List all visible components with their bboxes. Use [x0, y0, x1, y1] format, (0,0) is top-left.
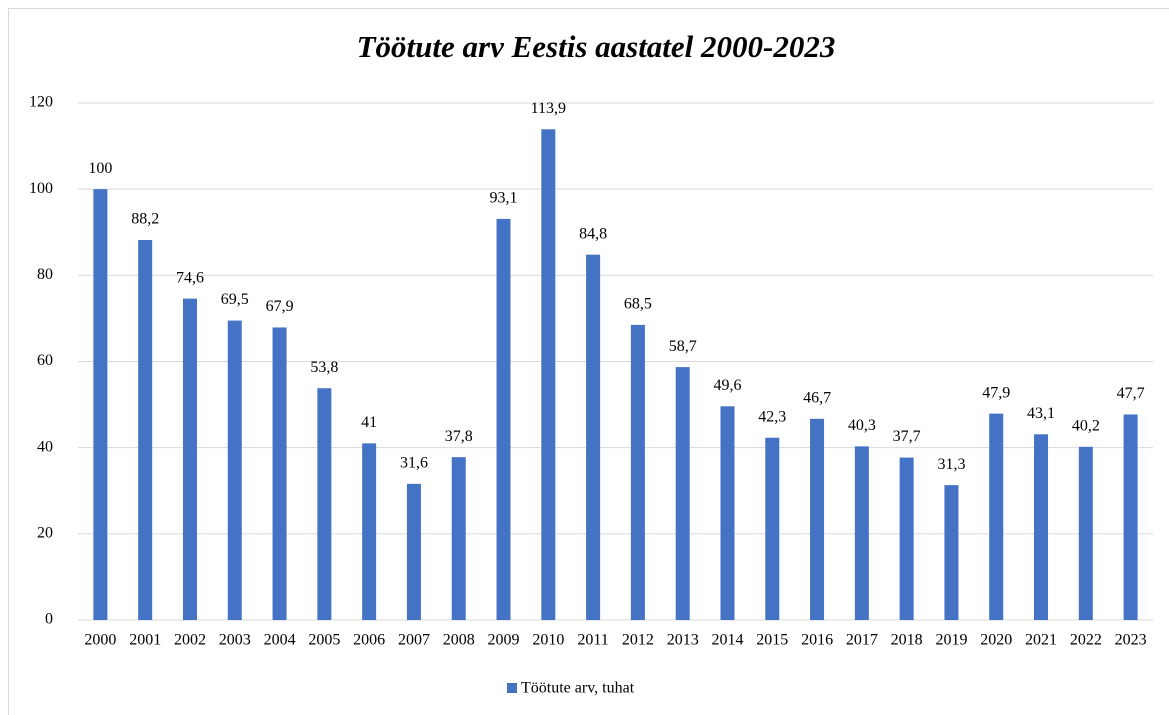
y-tick-label: 0	[45, 611, 53, 628]
bar	[138, 240, 153, 620]
data-label: 47,7	[1117, 385, 1145, 402]
data-label: 31,6	[400, 455, 428, 472]
y-tick-label: 100	[29, 180, 53, 197]
bar	[406, 483, 421, 620]
x-tick-label: 2010	[532, 632, 564, 649]
data-label: 47,9	[982, 384, 1010, 401]
bar	[182, 298, 197, 620]
x-tick-label: 2018	[891, 632, 923, 649]
x-tick-label: 2003	[219, 632, 251, 649]
x-tick-label: 2001	[129, 632, 161, 649]
data-label: 37,8	[445, 428, 473, 445]
x-tick-label: 2019	[935, 632, 967, 649]
bar	[989, 413, 1004, 620]
x-tick-label: 2017	[846, 632, 878, 649]
bar	[362, 443, 377, 620]
data-label: 84,8	[579, 225, 607, 242]
x-tick-label: 2022	[1070, 632, 1102, 649]
data-label: 31,3	[937, 456, 965, 473]
legend-label: Töötute arv, tuhat	[521, 680, 635, 697]
bar	[496, 218, 511, 620]
x-tick-label: 2000	[84, 632, 116, 649]
bar	[227, 320, 242, 620]
x-tick-label: 2016	[801, 632, 833, 649]
data-label: 93,1	[490, 190, 518, 207]
bar	[854, 446, 869, 620]
data-label: 43,1	[1027, 405, 1055, 422]
bar	[720, 406, 735, 620]
data-label: 88,2	[131, 211, 159, 228]
x-tick-label: 2015	[756, 632, 788, 649]
legend-swatch	[507, 683, 517, 693]
bar	[93, 189, 108, 620]
chart-title: Töötute arv Eestis aastatel 2000-2023	[357, 29, 836, 64]
bar	[1078, 446, 1093, 620]
data-label: 74,6	[176, 269, 204, 286]
x-tick-label: 2005	[308, 632, 340, 649]
x-tick-label: 2012	[622, 632, 654, 649]
bar	[451, 457, 466, 620]
bar	[586, 254, 601, 621]
x-tick-label: 2014	[711, 632, 743, 649]
data-label: 67,9	[266, 298, 294, 315]
x-tick-label: 2008	[443, 632, 475, 649]
bar	[899, 457, 914, 620]
data-label: 53,8	[310, 359, 338, 376]
x-tick-label: 2007	[398, 632, 430, 649]
bar	[765, 437, 780, 620]
y-tick-label: 120	[29, 94, 53, 111]
y-tick-label: 20	[37, 525, 53, 542]
data-label: 49,6	[713, 377, 741, 394]
x-tick-label: 2023	[1115, 632, 1147, 649]
bar	[317, 388, 332, 620]
x-tick-label: 2011	[577, 632, 608, 649]
y-tick-label: 40	[37, 438, 53, 455]
data-label: 40,2	[1072, 417, 1100, 434]
bar	[630, 324, 645, 620]
y-tick-label: 60	[37, 352, 53, 369]
data-label: 113,9	[531, 100, 566, 117]
data-label: 40,3	[848, 417, 876, 434]
x-tick-label: 2006	[353, 632, 385, 649]
bar	[675, 367, 690, 620]
bar	[1034, 434, 1049, 620]
x-tick-label: 2020	[980, 632, 1012, 649]
x-tick-label: 2002	[174, 632, 206, 649]
y-tick-label: 80	[37, 266, 53, 283]
x-tick-label: 2009	[488, 632, 520, 649]
bar	[1123, 414, 1138, 620]
bar	[810, 418, 825, 620]
bar	[944, 485, 959, 620]
bar	[541, 129, 556, 621]
data-label: 69,5	[221, 291, 249, 308]
x-tick-label: 2004	[264, 632, 296, 649]
x-tick-label: 2013	[667, 632, 699, 649]
data-label: 37,7	[893, 428, 921, 445]
data-label: 41	[361, 414, 377, 431]
x-tick-label: 2021	[1025, 632, 1057, 649]
data-label: 46,7	[803, 389, 831, 406]
data-label: 68,5	[624, 296, 652, 313]
data-label: 58,7	[669, 338, 697, 355]
bar	[272, 327, 287, 620]
data-label: 42,3	[758, 408, 786, 425]
data-label: 100	[88, 160, 112, 177]
